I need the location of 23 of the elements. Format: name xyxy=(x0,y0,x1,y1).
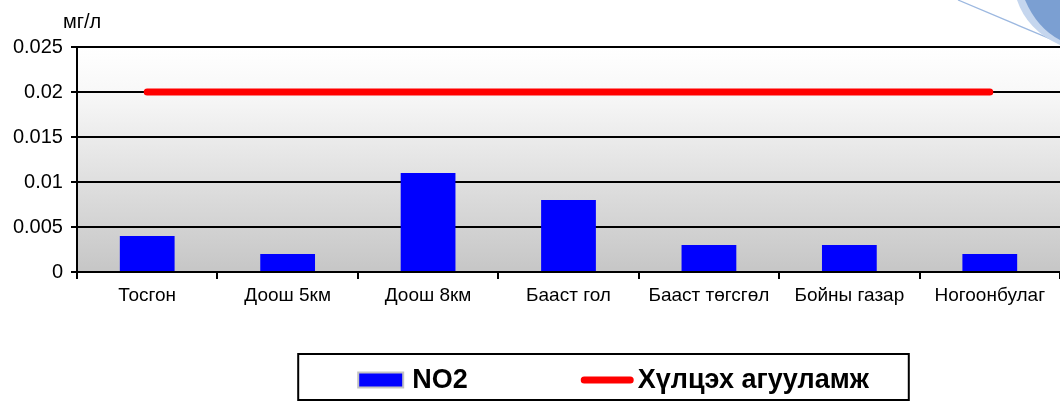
y-axis-title: мг/л xyxy=(63,10,102,32)
bar xyxy=(119,236,175,271)
legend-label: NO2 xyxy=(412,364,468,395)
bar xyxy=(260,254,316,271)
bar xyxy=(821,245,877,271)
x-tick-label: Бааст төгсгөл xyxy=(648,283,770,305)
x-tick-label: Бааст гол xyxy=(526,283,611,305)
bar xyxy=(400,173,456,271)
x-tick-label: Доош 5км xyxy=(244,283,331,305)
y-tick-label: 0.02 xyxy=(24,79,63,102)
x-tick-label: Доош 8км xyxy=(384,283,472,305)
y-tick-label: 0 xyxy=(51,259,63,282)
legend-label: Хүлцэх агууламж xyxy=(637,364,870,395)
x-tick-label: Тосгон xyxy=(118,283,177,305)
y-tick-label: 0.015 xyxy=(12,124,63,147)
bar xyxy=(962,254,1018,271)
bar xyxy=(541,200,596,271)
x-tick-label: Ногоонбулаг xyxy=(934,283,1046,305)
y-tick-label: 0.025 xyxy=(12,34,63,57)
bar xyxy=(681,245,737,271)
y-tick-label: 0.01 xyxy=(24,169,63,192)
y-tick-label: 0.005 xyxy=(12,214,63,237)
x-tick-label: Бойны газар xyxy=(794,283,905,305)
